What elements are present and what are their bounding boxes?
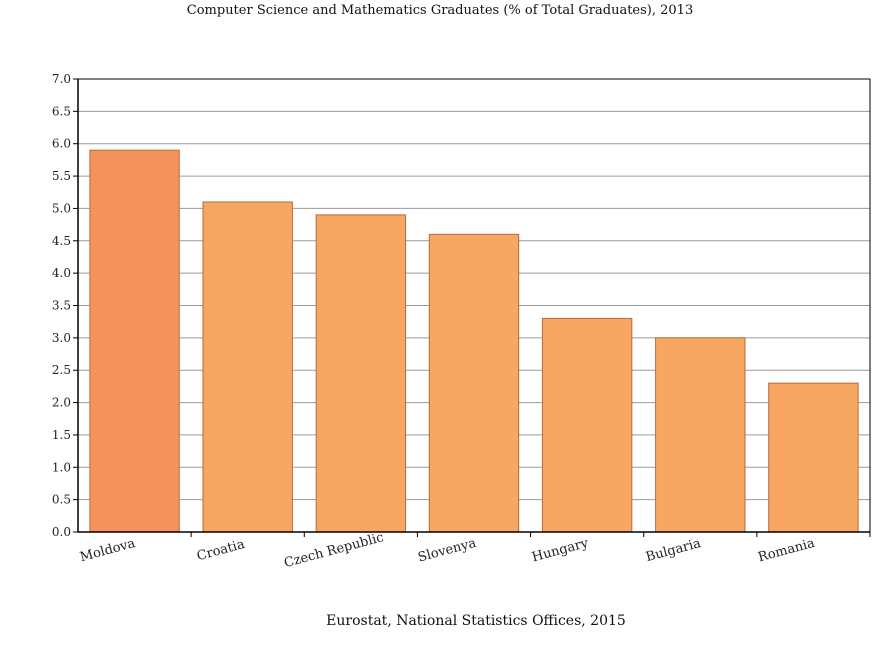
bar-bulgaria[interactable]: [655, 337, 746, 533]
y-tick-label: 5.0: [52, 201, 71, 215]
y-tick-label: 4.5: [52, 234, 71, 248]
y-tick-label: 0.0: [52, 525, 71, 539]
x-tick-label: Czech Republic: [283, 530, 386, 571]
y-tick-label: 2.5: [52, 363, 71, 377]
y-tick-label: 1.5: [52, 428, 71, 442]
y-tick-label: 0.5: [52, 493, 71, 507]
chart-source: Eurostat, National Statistics Offices, 2…: [326, 613, 626, 629]
bar-croatia[interactable]: [202, 201, 293, 533]
bar-moldova[interactable]: [89, 149, 180, 533]
bars: [89, 149, 859, 533]
x-tick-label: Slovenya: [416, 536, 477, 566]
y-tick-label: 7.0: [52, 72, 71, 86]
x-tick-label: Croatia: [195, 537, 246, 564]
chart-title: Computer Science and Mathematics Graduat…: [187, 3, 693, 18]
y-tick-label: 1.0: [52, 460, 71, 474]
bar-czech-republic[interactable]: [315, 214, 407, 533]
bar-hungary[interactable]: [541, 317, 633, 533]
x-tick-label: Bulgaria: [644, 536, 702, 565]
y-tick-label: 3.0: [52, 331, 71, 345]
x-tick-label: Romania: [757, 536, 817, 566]
x-tick-label: Hungary: [530, 536, 590, 566]
x-tick-label: Moldova: [78, 536, 137, 565]
bar-slovenya[interactable]: [428, 233, 520, 533]
x-tick-labels: Moldova Croatia Czech Republic Slovenya Hung…: [78, 530, 871, 571]
y-tick-label: 2.0: [52, 396, 71, 410]
y-tick-labels: 0.0 0.5 1.0 1.5 2.0 2.5 3.0 3.5 4.0 4.5 5.0 5.5 6.0 6…: [52, 72, 78, 539]
y-tick-label: 4.0: [52, 266, 71, 280]
y-tick-label: 6.0: [52, 137, 71, 151]
y-tick-label: 6.5: [52, 104, 71, 118]
bar-romania[interactable]: [768, 382, 859, 533]
y-tick-label: 3.5: [52, 299, 71, 313]
y-tick-label: 5.5: [52, 169, 71, 183]
